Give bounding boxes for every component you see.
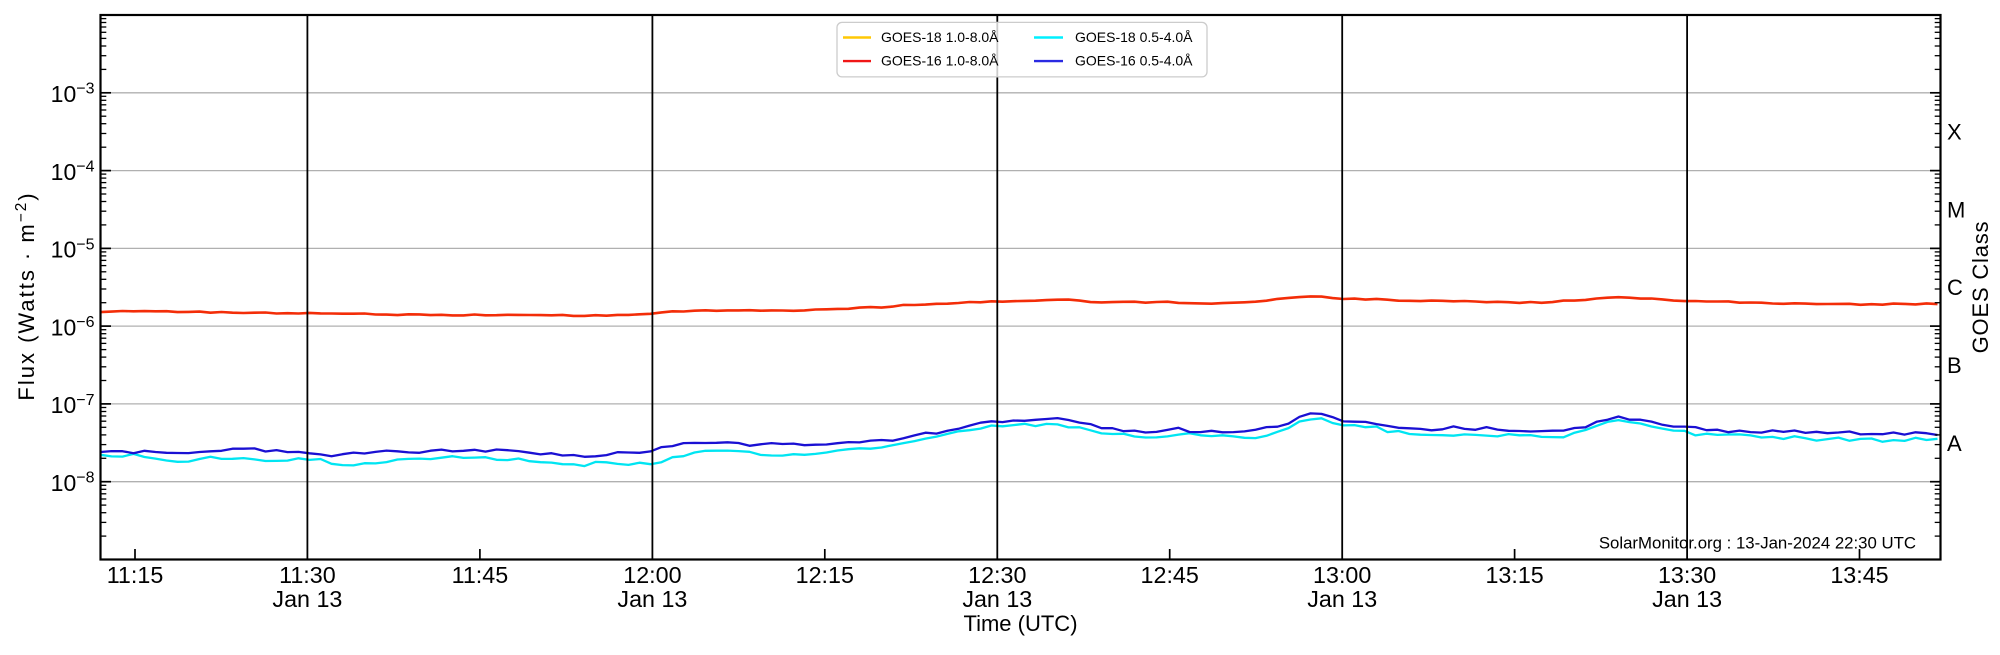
svg-text:Time (UTC): Time (UTC): [963, 611, 1077, 636]
svg-text:M: M: [1947, 198, 1965, 223]
svg-text:12:00: 12:00: [623, 562, 681, 588]
svg-text:13:00: 13:00: [1313, 562, 1371, 588]
svg-text:B: B: [1947, 353, 1962, 378]
svg-text:C: C: [1947, 275, 1963, 300]
svg-text:A: A: [1947, 431, 1962, 456]
svg-text:Jan 13: Jan 13: [272, 586, 342, 612]
svg-text:10−6: 10−6: [51, 314, 95, 340]
svg-text:10−4: 10−4: [51, 159, 95, 185]
svg-text:11:30: 11:30: [279, 562, 336, 588]
svg-text:12:30: 12:30: [968, 562, 1026, 588]
svg-text:13:45: 13:45: [1830, 562, 1888, 588]
svg-text:11:15: 11:15: [107, 562, 164, 588]
svg-text:Jan 13: Jan 13: [617, 586, 687, 612]
svg-text:12:45: 12:45: [1141, 562, 1199, 588]
svg-text:GOES-16 0.5-4.0Å: GOES-16 0.5-4.0Å: [1075, 52, 1193, 68]
svg-text:13:15: 13:15: [1485, 562, 1543, 588]
svg-text:SolarMonitor.org : 13-Jan-2024: SolarMonitor.org : 13-Jan-2024 22:30 UTC: [1599, 533, 1916, 552]
svg-text:X: X: [1947, 120, 1962, 145]
svg-text:13:30: 13:30: [1658, 562, 1716, 588]
svg-text:GOES Class: GOES Class: [1968, 221, 1993, 354]
svg-text:11:45: 11:45: [452, 562, 509, 588]
svg-text:Jan 13: Jan 13: [1307, 586, 1377, 612]
svg-text:GOES-18 0.5-4.0Å: GOES-18 0.5-4.0Å: [1075, 29, 1193, 45]
svg-text:Jan 13: Jan 13: [1652, 586, 1722, 612]
svg-text:12:15: 12:15: [796, 562, 854, 588]
svg-text:Jan 13: Jan 13: [962, 586, 1032, 612]
svg-text:Flux (Watts · m−2): Flux (Watts · m−2): [13, 191, 39, 400]
svg-text:GOES-16 1.0-8.0Å: GOES-16 1.0-8.0Å: [881, 52, 999, 68]
svg-text:GOES-18 1.0-8.0Å: GOES-18 1.0-8.0Å: [881, 29, 999, 45]
